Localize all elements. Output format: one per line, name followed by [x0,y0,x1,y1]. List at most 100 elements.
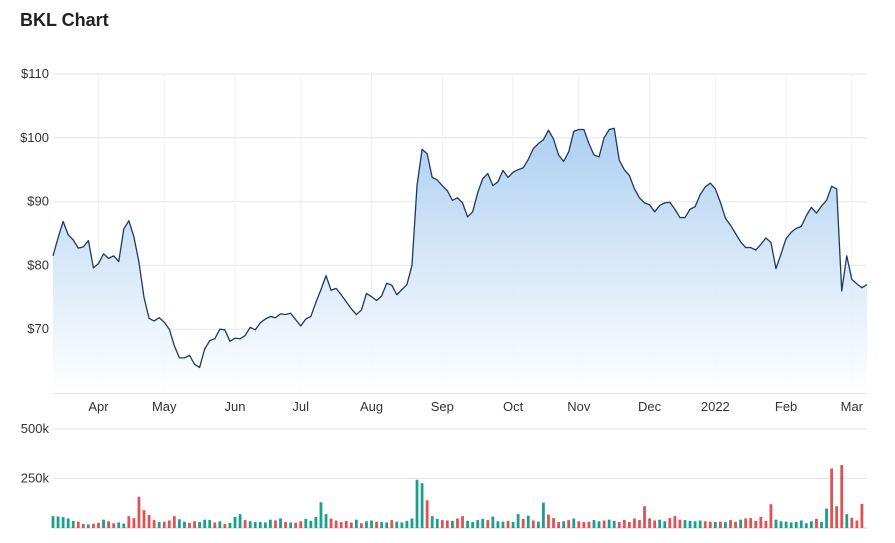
volume-bar [471,522,475,528]
volume-bar [506,520,510,528]
volume-bar [809,521,813,528]
volume-bar [425,500,429,528]
volume-bar [602,520,606,528]
volume-bar [759,516,763,528]
volume-bar [451,520,454,528]
price-x-tick-label: Aug [360,399,383,414]
volume-bar [274,520,277,528]
volume-bar [668,518,672,528]
price-y-tick-label: $80 [27,257,49,272]
volume-bar [764,520,768,528]
volume-bar [269,519,272,528]
volume-bar [845,514,849,528]
volume-bar [749,518,753,528]
volume-bar [279,518,282,528]
volume-bar [653,520,657,528]
volume-bar [724,522,727,528]
volume-bar [334,520,338,528]
volume-bar [789,522,793,528]
volume-bar [248,521,252,528]
volume-bar [491,516,495,528]
volume-bar [152,520,156,528]
volume-bar [516,514,520,528]
price-line [52,127,868,369]
chart-title: BKL Chart [20,10,109,30]
volume-bar [799,520,803,528]
volume-bar [476,520,480,528]
volume-bar [137,496,141,528]
volume-bar [61,517,65,528]
volume-bar [117,522,121,528]
volume-bar [835,506,839,528]
volume-bar [547,514,550,528]
volume-bar [193,521,196,528]
volume-bar [486,520,490,528]
volume-bar [582,522,586,528]
volume-bar [633,518,636,528]
volume-bar [592,520,596,528]
volume-y-tick-label: 500k [21,421,50,436]
price-y-axis: $70 $80 $90 $100 $110 [20,66,49,336]
price-x-tick-label: 2022 [701,399,730,414]
volume-bar [461,516,464,528]
volume-bar [713,522,717,528]
volume-bar [830,468,833,528]
volume-bar [435,518,439,528]
price-y-tick-label: $90 [27,194,49,209]
volume-bar [223,524,227,528]
price-x-tick-label: Mar [841,399,864,414]
volume-bar [774,519,778,528]
volume-bar [501,521,505,528]
volume-bar [638,520,641,528]
volume-bar [354,519,358,528]
price-x-tick-label: Feb [775,399,797,414]
volume-bar [496,521,500,528]
volume-bar [213,522,217,528]
price-x-tick-label: May [152,399,177,414]
volume-bar [617,522,621,528]
volume-bar [405,520,409,528]
volume-bar [233,516,237,528]
volume-bar [304,518,308,528]
volume-bar [643,506,646,528]
volume-bar [188,522,191,528]
volume-bar [562,521,566,528]
volume-bar [739,519,742,528]
volume-bar [178,519,181,528]
volume-bar [400,522,404,528]
volume-bar [258,522,262,528]
volume-bar [718,521,722,528]
price-x-axis: Apr May Jun Jul Aug Sep Oct Nov Dec 2022 Feb Mar [88,399,863,414]
volume-bar [673,516,677,528]
volume-bar [243,520,247,528]
volume-bar [526,515,530,528]
volume-bar [208,520,212,528]
volume-bar [531,520,535,528]
volume-bar [688,520,692,528]
volume-bar [87,524,90,528]
volume-bar [56,516,60,528]
volume-bar [855,520,859,528]
volume-bar [66,518,70,528]
volume-bar [97,522,100,528]
volume-bar [167,520,171,528]
volume-bar [203,519,207,528]
volume-bar [622,520,626,528]
volume-bar [198,522,202,528]
volume-bar [162,521,166,528]
volume-bar [410,518,414,528]
volume-bar [76,521,80,528]
volume-bar [744,518,748,528]
volume-bar [365,521,368,528]
volume-bar [228,522,232,528]
volume-bar [339,522,343,528]
volume-bar [390,520,394,528]
volume-bar [440,520,444,528]
volume-bar [466,520,469,528]
price-x-tick-label: Jun [225,399,246,414]
volume-bar [329,518,333,528]
volume-bar [698,520,702,528]
volume-bar [218,521,222,528]
volume-bar [107,521,110,528]
